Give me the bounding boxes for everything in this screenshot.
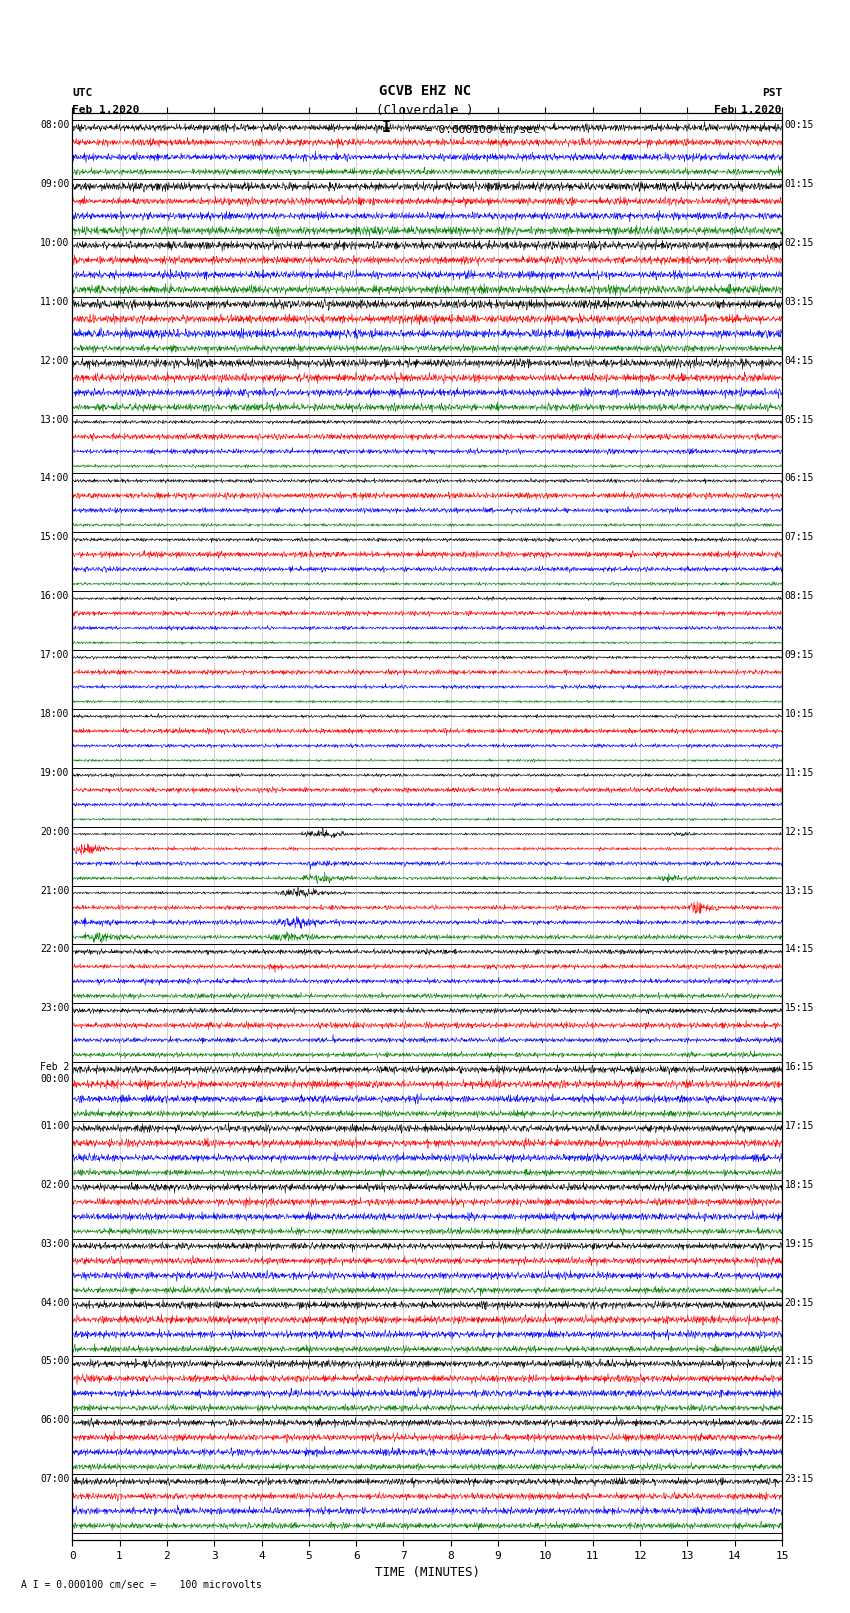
Text: PST: PST <box>762 87 782 97</box>
Text: = 0.000100 cm/sec: = 0.000100 cm/sec <box>425 124 540 135</box>
Text: UTC: UTC <box>72 87 93 97</box>
Text: Feb 1,2020: Feb 1,2020 <box>715 105 782 116</box>
Text: I: I <box>382 119 391 135</box>
X-axis label: TIME (MINUTES): TIME (MINUTES) <box>375 1566 479 1579</box>
Text: Feb 1,2020: Feb 1,2020 <box>72 105 139 116</box>
Text: GCVB EHZ NC: GCVB EHZ NC <box>379 84 471 97</box>
Text: A I = 0.000100 cm/sec =    100 microvolts: A I = 0.000100 cm/sec = 100 microvolts <box>21 1581 262 1590</box>
Text: (Cloverdale ): (Cloverdale ) <box>377 103 473 118</box>
